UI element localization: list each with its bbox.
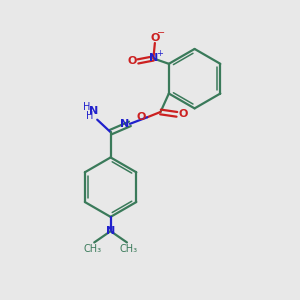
Text: +: + <box>157 49 164 58</box>
Text: H: H <box>86 111 94 121</box>
Text: O: O <box>127 56 137 66</box>
Text: N: N <box>149 53 158 64</box>
Text: O: O <box>136 112 146 122</box>
Text: N: N <box>89 106 98 116</box>
Text: H: H <box>83 102 91 112</box>
Text: CH₃: CH₃ <box>119 244 137 254</box>
Text: CH₃: CH₃ <box>84 244 102 254</box>
Text: −: − <box>157 28 165 38</box>
Text: O: O <box>150 33 160 43</box>
Text: O: O <box>178 109 188 119</box>
Text: N: N <box>120 119 129 129</box>
Text: N: N <box>106 226 115 236</box>
